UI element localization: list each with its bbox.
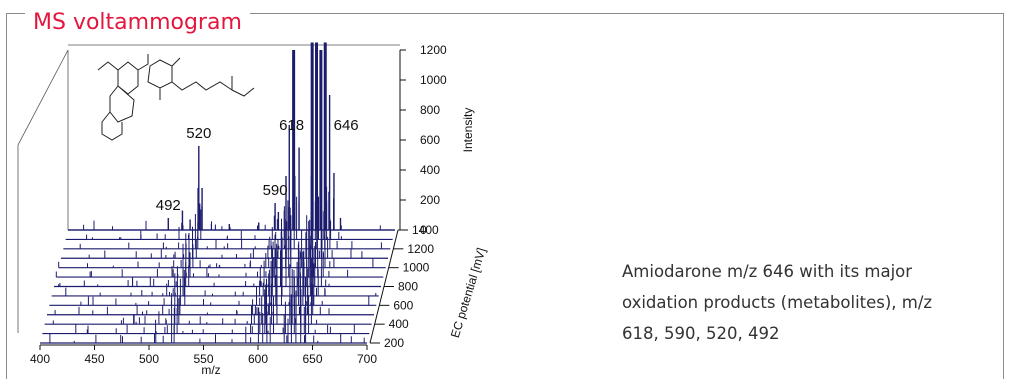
z-axis-label: EC potential [mV] xyxy=(448,246,489,339)
x-tick-label: 600 xyxy=(248,352,268,366)
trace-peaks xyxy=(83,175,381,230)
peak-label: 492 xyxy=(156,197,181,214)
plot-frame xyxy=(17,44,400,333)
x-tick-label: 450 xyxy=(84,352,104,366)
peak-label: 618 xyxy=(279,117,304,134)
trace-peaks xyxy=(75,278,355,334)
y-tick-label: 800 xyxy=(420,103,440,117)
x-axis-label: m/z xyxy=(201,363,220,377)
trace-peaks xyxy=(58,234,330,287)
back-wall-outline xyxy=(17,49,69,333)
z-tick-label: 200 xyxy=(384,336,404,350)
z-tick-label: 600 xyxy=(393,298,413,312)
y-tick-label: 600 xyxy=(420,133,440,147)
trace-peaks xyxy=(49,290,365,343)
z-tick-label: 1200 xyxy=(407,242,434,256)
trace-peaks xyxy=(80,252,370,306)
caption-line: 618, 590, 520, 492 xyxy=(622,324,780,343)
structure-bonds xyxy=(97,54,255,141)
panel-title: MS voltammogram xyxy=(25,12,250,34)
amiodarone-structure-icon xyxy=(97,54,255,141)
peak-label: 590 xyxy=(263,182,288,199)
spectrum-traces xyxy=(40,175,395,344)
trace-peaks xyxy=(65,241,377,296)
x-tick-label: 650 xyxy=(302,352,322,366)
trace-peaks xyxy=(79,195,382,249)
caption-line: Amiodarone m/z 646 with its major xyxy=(622,262,913,281)
caption-line: oxidation products (metabolites), m/z xyxy=(622,293,933,312)
trace-peaks xyxy=(55,233,349,278)
y-tick-label: 1000 xyxy=(420,73,447,87)
z-tick-label: 400 xyxy=(389,317,409,331)
z-tick-label: 800 xyxy=(398,280,418,294)
chart-caption: Amiodarone m/z 646 with its major oxidat… xyxy=(622,256,982,349)
y-axis-label: Intensity xyxy=(461,108,475,153)
plot-axes: 0 200 400 600 800 1000 1200 400 450 500 550 600 650 7… xyxy=(30,43,447,366)
trace-peaks xyxy=(86,186,342,240)
peak-label: 646 xyxy=(334,117,359,134)
y-tick-label: 1200 xyxy=(420,43,447,57)
y-tick-label: 0 xyxy=(420,223,427,237)
x-tick-label: 400 xyxy=(30,352,50,366)
ms-voltammogram-panel: MS voltammogram xyxy=(6,12,1004,379)
y-tick-label: 400 xyxy=(420,163,440,177)
y-tick-label: 200 xyxy=(420,193,440,207)
x-tick-label: 550 xyxy=(193,352,213,366)
peak-label: 520 xyxy=(186,125,211,142)
axis-labels: 492 520 590 618 646 xyxy=(156,117,359,214)
x-tick-label: 700 xyxy=(357,352,377,366)
front-spectrum xyxy=(68,42,395,231)
z-tick-label: 1400 xyxy=(412,223,439,237)
x-tick-label: 500 xyxy=(139,352,159,366)
z-tick-label: 1000 xyxy=(403,261,430,275)
